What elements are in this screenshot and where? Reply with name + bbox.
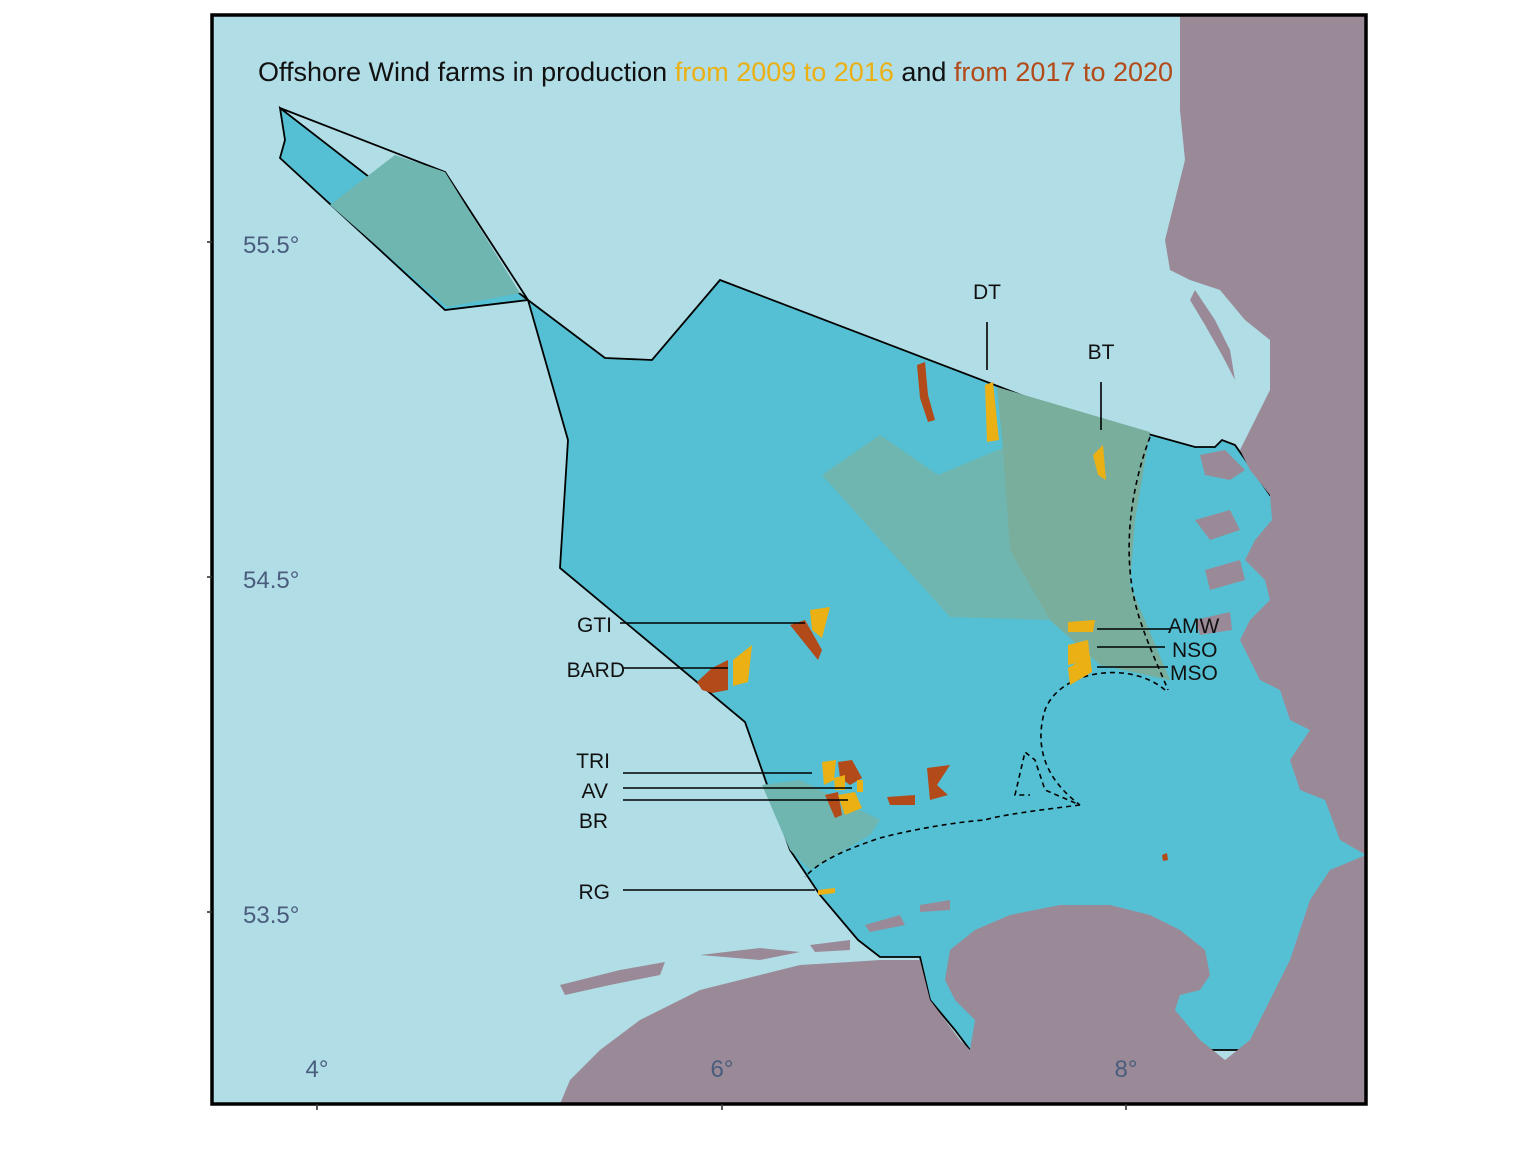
label-nso: NSO [1172, 639, 1218, 662]
x-tick-label-2: 6° [711, 1056, 734, 1083]
farm-av-east [857, 780, 863, 792]
land-netherlands [560, 855, 1366, 1104]
y-tick-label-2: 54.5° [243, 567, 299, 594]
label-br: BR [579, 810, 608, 833]
dashed-boundary-south [804, 804, 1081, 878]
label-bt: BT [1088, 341, 1115, 364]
map-frame [210, 13, 1368, 1106]
land-north-islands [1195, 130, 1222, 165]
farm-small-rust [1162, 853, 1168, 861]
map-title: Offshore Wind farms in production from 2… [258, 57, 1173, 87]
leader-lines [620, 322, 1170, 891]
farm-gti [810, 607, 830, 638]
land-islands-frisian [560, 900, 950, 995]
label-av: AV [582, 780, 608, 803]
farms-2017-2020 [697, 362, 1168, 861]
dashed-boundary-east [1128, 436, 1169, 691]
x-tick-label-3: 8° [1115, 1056, 1138, 1083]
farm-amw [1068, 620, 1095, 632]
farm-dt [985, 382, 999, 442]
farm-bt [1093, 445, 1106, 480]
zone-coastal [762, 780, 880, 870]
zone-northwest [330, 155, 520, 307]
farm-tri [822, 760, 836, 785]
farm-north-rust [917, 362, 935, 422]
farm-br-rust [825, 792, 842, 818]
farm-av [834, 775, 845, 790]
label-bard: BARD [567, 659, 625, 682]
label-dt: DT [973, 281, 1001, 304]
title-part4: from 2017 to 2020 [954, 57, 1173, 87]
farm-labels: DT BT GTI BARD AMW NSO MSO TRI AV BR RG [567, 281, 1220, 904]
y-tick-label-1: 55.5° [243, 232, 299, 259]
farm-mid-rust [887, 795, 915, 805]
label-tri: TRI [576, 750, 610, 773]
title-part1: Offshore Wind farms in production [258, 57, 675, 87]
land-sylt [1190, 290, 1235, 380]
label-gti: GTI [577, 614, 612, 637]
y-tick-label-3: 53.5° [243, 902, 299, 929]
axis-ticks [207, 241, 1127, 1110]
label-rg: RG [579, 881, 611, 904]
label-mso: MSO [1170, 662, 1218, 685]
x-tick-label-1: 4° [306, 1056, 329, 1083]
title-part2: from 2009 to 2016 [675, 57, 894, 87]
farm-bard [733, 645, 752, 686]
farm-rg [818, 888, 835, 895]
zone-east [997, 387, 1170, 680]
title-part3: and [894, 57, 954, 87]
farm-east-rust [927, 765, 950, 800]
zone-central [822, 435, 1050, 620]
land-denmark-germany [1165, 15, 1366, 855]
farms-2009-2016 [733, 382, 1106, 895]
axis-labels: 55.5° 54.5° 53.5° 4° 6° 8° [243, 232, 1137, 1083]
farm-mso [1068, 655, 1092, 685]
farm-br [838, 792, 862, 815]
label-amw: AMW [1168, 615, 1220, 638]
land-wadden-east [1195, 450, 1245, 635]
farm-gti-rust [790, 620, 822, 660]
